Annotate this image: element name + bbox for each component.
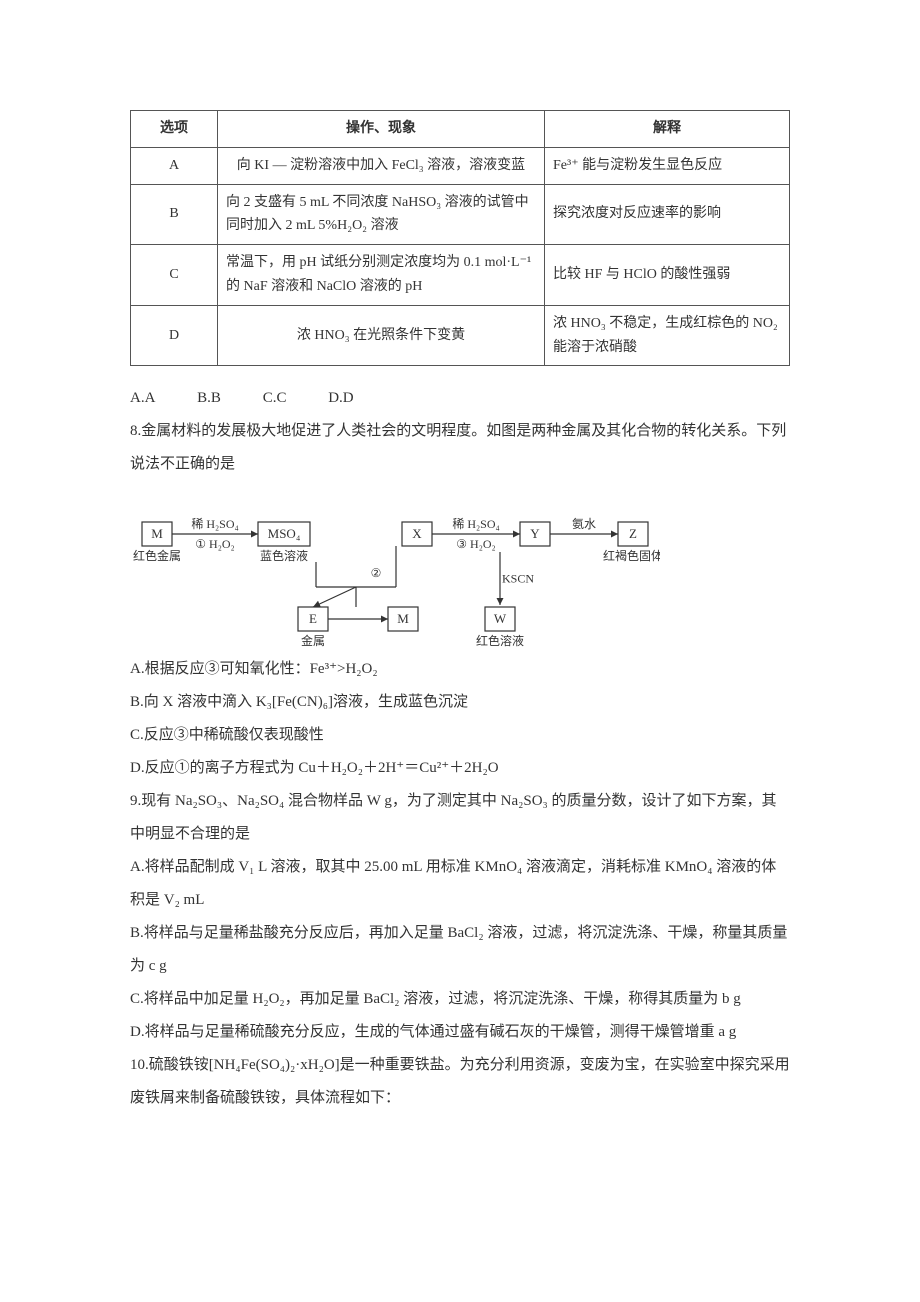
q9-a: A.将样品配制成 V₁ L 溶液，取其中 25.00 mL 用标准 KMnO₄ …: [130, 851, 790, 917]
table-row: D浓 HNO₃ 在光照条件下变黄浓 HNO₃ 不稳定，生成红棕色的 NO₂ 能溶…: [131, 305, 790, 366]
svg-text:W: W: [494, 611, 507, 626]
cell-explain: 比较 HF 与 HClO 的酸性强弱: [545, 245, 790, 306]
svg-text:X: X: [412, 526, 422, 541]
cell-explain: 浓 HNO₃ 不稳定，生成红棕色的 NO₂ 能溶于浓硝酸: [545, 305, 790, 366]
cell-operation: 常温下，用 pH 试纸分别测定浓度均为 0.1 mol·L⁻¹ 的 NaF 溶液…: [218, 245, 545, 306]
table-row: C常温下，用 pH 试纸分别测定浓度均为 0.1 mol·L⁻¹ 的 NaF 溶…: [131, 245, 790, 306]
svg-text:M: M: [151, 526, 163, 541]
q9-intro: 9.现有 Na₂SO₃、Na₂SO₄ 混合物样品 W g，为了测定其中 Na₂S…: [130, 785, 790, 851]
q9-b: B.将样品与足量稀盐酸充分反应后，再加入足量 BaCl₂ 溶液，过滤，将沉淀洗涤…: [130, 917, 790, 983]
svg-text:金属: 金属: [301, 633, 325, 647]
experiment-table: 选项 操作、现象 解释 A向 KI — 淀粉溶液中加入 FeCl₃ 溶液，溶液变…: [130, 110, 790, 366]
svg-text:MSO₄: MSO₄: [268, 526, 301, 541]
svg-text:红色溶液: 红色溶液: [476, 633, 524, 647]
table-row: A向 KI — 淀粉溶液中加入 FeCl₃ 溶液，溶液变蓝Fe³⁺ 能与淀粉发生…: [131, 147, 790, 184]
q8-c: C.反应③中稀硫酸仅表现酸性: [130, 719, 790, 752]
q8-intro: 8.金属材料的发展极大地促进了人类社会的文明程度。如图是两种金属及其化合物的转化…: [130, 415, 790, 481]
svg-text:稀 H₂SO₄: 稀 H₂SO₄: [191, 517, 238, 531]
q10-intro: 10.硫酸铁铵[NH₄Fe(SO₄)₂·xH₂O]是一种重要铁盐。为充分利用资源…: [130, 1049, 790, 1115]
table-row: B向 2 支盛有 5 mL 不同浓度 NaHSO₃ 溶液的试管中同时加入 2 m…: [131, 184, 790, 245]
q8-d: D.反应①的离子方程式为 Cu＋H₂O₂＋2H⁺＝Cu²⁺＋2H₂O: [130, 752, 790, 785]
ans-d: D.D: [328, 390, 353, 406]
cell-option: A: [131, 147, 218, 184]
ans-a: A.A: [130, 390, 155, 406]
cell-operation: 向 KI — 淀粉溶液中加入 FeCl₃ 溶液，溶液变蓝: [218, 147, 545, 184]
svg-text:M: M: [397, 611, 409, 626]
q8-diagram: M 红色金属 MSO₄ 蓝色溶液 X Y Z 红褐色固体 E 金属 M W 红色溶液 稀 H₂SO₄ ① H…: [130, 487, 790, 647]
cell-explain: 探究浓度对反应速率的影响: [545, 184, 790, 245]
th-operation: 操作、现象: [218, 111, 545, 148]
cell-option: D: [131, 305, 218, 366]
cell-explain: Fe³⁺ 能与淀粉发生显色反应: [545, 147, 790, 184]
cell-operation: 浓 HNO₃ 在光照条件下变黄: [218, 305, 545, 366]
svg-text:氨水: 氨水: [572, 517, 596, 531]
svg-text:E: E: [309, 611, 317, 626]
th-explain: 解释: [545, 111, 790, 148]
svg-text:②: ②: [371, 566, 382, 580]
th-option: 选项: [131, 111, 218, 148]
svg-text:Y: Y: [530, 526, 540, 541]
svg-text:红色金属: 红色金属: [133, 548, 181, 563]
svg-text:KSCN: KSCN: [502, 572, 534, 586]
ans-b: B.B: [197, 390, 221, 406]
svg-text:① H₂O₂: ① H₂O₂: [195, 537, 234, 551]
svg-text:蓝色溶液: 蓝色溶液: [260, 548, 308, 563]
q9-c: C.将样品中加足量 H₂O₂，再加足量 BaCl₂ 溶液，过滤，将沉淀洗涤、干燥…: [130, 983, 790, 1016]
svg-text:③ H₂O₂: ③ H₂O₂: [456, 537, 495, 551]
svg-text:Z: Z: [629, 526, 637, 541]
q7-answers: A.A B.B C.C D.D: [130, 382, 790, 415]
cell-operation: 向 2 支盛有 5 mL 不同浓度 NaHSO₃ 溶液的试管中同时加入 2 mL…: [218, 184, 545, 245]
q8-b: B.向 X 溶液中滴入 K₃[Fe(CN)₆]溶液，生成蓝色沉淀: [130, 686, 790, 719]
q9-d: D.将样品与足量稀硫酸充分反应，生成的气体通过盛有碱石灰的干燥管，测得干燥管增重…: [130, 1016, 790, 1049]
ans-c: C.C: [263, 390, 287, 406]
svg-text:红褐色固体: 红褐色固体: [603, 548, 660, 563]
q8-a: A.根据反应③可知氧化性：Fe³⁺>H₂O₂: [130, 653, 790, 686]
cell-option: C: [131, 245, 218, 306]
cell-option: B: [131, 184, 218, 245]
svg-text:稀 H₂SO₄: 稀 H₂SO₄: [452, 517, 499, 531]
